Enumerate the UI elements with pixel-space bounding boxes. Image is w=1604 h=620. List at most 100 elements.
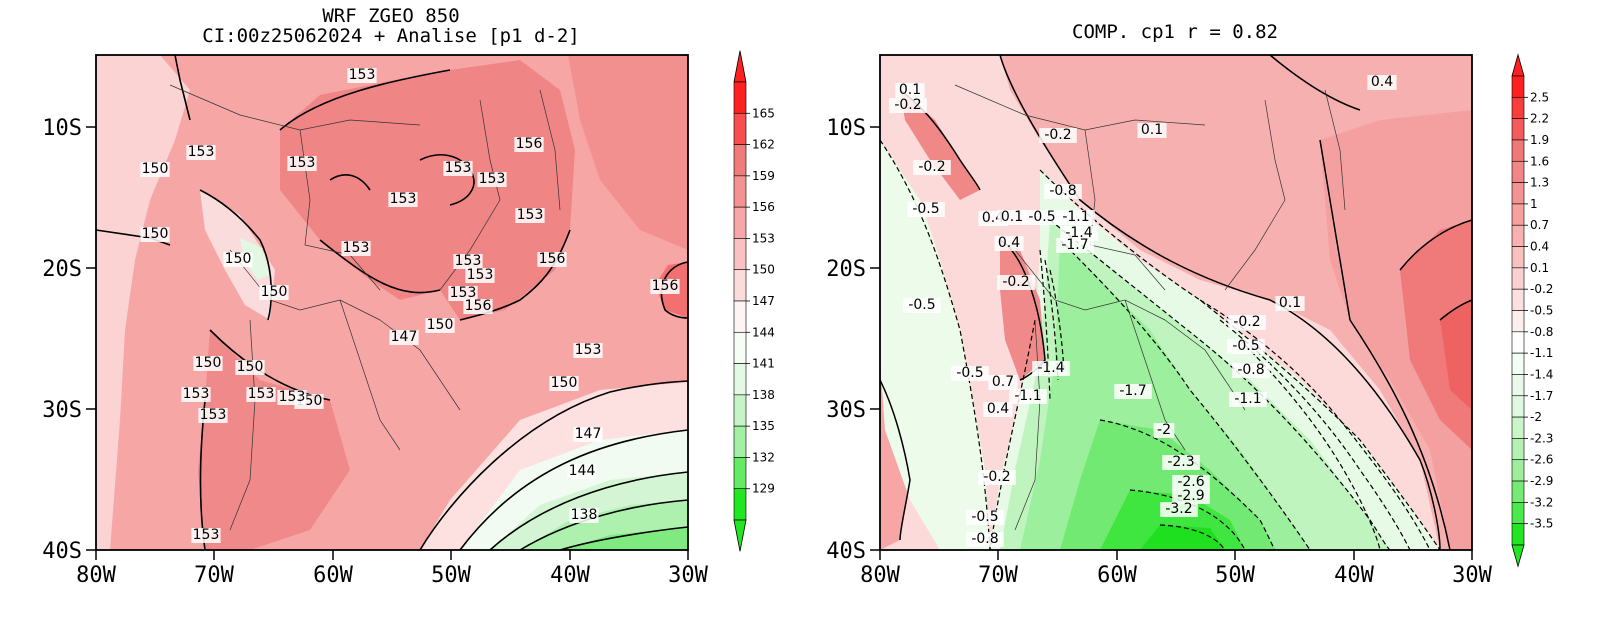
left-contour-label: 153 (517, 207, 544, 223)
right-colorbar-label: 0.4 (1530, 240, 1549, 254)
left-contour-label: 153 (390, 191, 417, 207)
left-contour-label: 153 (445, 160, 472, 176)
right-xtick-80w: 80W (860, 563, 900, 588)
right-colorbar-label: -3.2 (1530, 495, 1553, 509)
right-xtick-70w: 70W (978, 563, 1018, 588)
left-colorbar-label: 129 (752, 482, 775, 496)
left-ytick-10s: 10S (42, 116, 82, 141)
left-contour-label: 153 (343, 240, 370, 256)
left-xtick-60w: 60W (313, 563, 353, 588)
left-contour-label: 153 (279, 389, 306, 405)
right-xtick-60w: 60W (1097, 563, 1137, 588)
right-contour-label: -0.5 (1232, 338, 1259, 354)
right-contour-label: -0.2 (894, 97, 921, 113)
right-colorbar-label: 1.6 (1530, 154, 1549, 168)
left-contour-label: 150 (225, 251, 252, 267)
left-ytick-30s: 30S (42, 398, 82, 423)
left-contour-label: 153 (200, 407, 227, 423)
right-contour-label: -0.5 (1028, 209, 1055, 225)
right-colorbar-label: -0.8 (1530, 325, 1553, 339)
right-contour-label: -0.8 (971, 531, 998, 547)
right-contour-label: -1.7 (1061, 237, 1088, 253)
left-colorbar-label: 141 (752, 357, 775, 371)
right-colorbar-label: -2 (1530, 410, 1542, 424)
right-colorbar-label: -2.6 (1530, 453, 1553, 467)
right-contour-label: -0.5 (971, 509, 998, 525)
left-contour-label: 153 (349, 67, 376, 83)
left-contour-label: 153 (193, 527, 220, 543)
right-xtick-50w: 50W (1215, 563, 1255, 588)
right-contour-label: 0.4 (987, 401, 1009, 417)
left-map-field (95, 54, 689, 551)
left-contour-label: 153 (248, 386, 275, 402)
left-contour-label: 156 (652, 278, 679, 294)
right-colorbar-label: 1.9 (1530, 133, 1549, 147)
left-contour-label: 150 (427, 317, 454, 333)
left-contour-label: 150 (195, 355, 222, 371)
right-colorbar-label: -3.5 (1530, 517, 1553, 531)
right-contour-label: -0.8 (1237, 362, 1264, 378)
right-contour-label: -1.1 (1062, 209, 1089, 225)
left-contour-label: 153 (467, 267, 494, 283)
left-contour-label: 156 (539, 251, 566, 267)
right-colorbar-label: 0.7 (1530, 218, 1549, 232)
left-colorbar-label: 144 (752, 325, 775, 339)
left-colorbar-label: 138 (752, 388, 775, 402)
right-contour-label: 0.1 (1279, 295, 1301, 311)
right-contour-label: 0.1 (1141, 122, 1163, 138)
left-colorbar-label: 132 (752, 450, 775, 464)
left-title-line1: WRF ZGEO 850 (322, 5, 459, 27)
right-ytick-30s: 30S (826, 398, 866, 423)
right-contour-label: -1.1 (1234, 391, 1261, 407)
left-contour-label: 147 (575, 426, 602, 442)
right-contour-label: -0.2 (1233, 314, 1260, 330)
left-xtick-30w: 30W (668, 563, 708, 588)
left-contour-label: 144 (569, 463, 596, 479)
left-contour-label: 150 (237, 359, 264, 375)
right-title: COMP. cp1 r = 0.82 (1072, 21, 1278, 43)
right-xtick-40w: 40W (1334, 563, 1374, 588)
right-colorbar-label: -1.1 (1530, 346, 1553, 360)
left-xtick-50w: 50W (431, 563, 471, 588)
right-contour-label: -2.3 (1167, 454, 1194, 470)
right-contour-label: 0.1 (899, 82, 921, 98)
left-contour-label: 153 (455, 253, 482, 269)
left-contour-label: 153 (575, 342, 602, 358)
right-colorbar-label: -2.3 (1530, 431, 1553, 445)
left-contour-label: 150 (142, 161, 169, 177)
right-contour-label: 0.4 (998, 235, 1020, 251)
left-xtick-70w: 70W (194, 563, 234, 588)
left-contour-label: 150 (551, 375, 578, 391)
left-contour-label: 150 (261, 284, 288, 300)
right-contour-label: -0.2 (918, 159, 945, 175)
left-colorbar-label: 156 (752, 200, 775, 214)
left-colorbar-label: 150 (752, 263, 775, 277)
right-contour-label: -0.5 (912, 201, 939, 217)
left-contour-label: 153 (450, 285, 477, 301)
left-xtick-40w: 40W (550, 563, 590, 588)
right-colorbar-label: -0.2 (1530, 282, 1553, 296)
right-xtick-30w: 30W (1452, 563, 1492, 588)
right-colorbar-label: 0.1 (1530, 261, 1549, 275)
right-colorbar-label: 1.3 (1530, 176, 1549, 190)
left-colorbar-label: 135 (752, 419, 775, 433)
right-contour-label: -1.4 (1065, 225, 1092, 241)
left-ytick-20s: 20S (42, 257, 82, 282)
right-contour-label: -0.2 (1044, 127, 1071, 143)
right-colorbar-label: -1.4 (1530, 367, 1553, 381)
right-contour-label: 0.7 (992, 374, 1014, 390)
right-contour-label: -2.6 (1177, 474, 1204, 490)
left-contour-label: 150 (142, 226, 169, 242)
left-contour-label: 147 (391, 329, 418, 345)
left-colorbar-label: 162 (752, 138, 775, 152)
left-colorbar-label: 165 (752, 106, 775, 120)
right-contour-label: 0.4 (1371, 74, 1393, 90)
left-contour-label: 153 (183, 386, 210, 402)
right-contour-label: -2.9 (1177, 488, 1204, 504)
left-colorbar: 165 162 159 156 153 150 147 144 141 138 135 132 129 (733, 50, 775, 552)
left-panel: WRF ZGEO 850 CI:00z25062024 + Analise [p… (42, 5, 775, 588)
right-contour-label: -2 (1157, 422, 1171, 438)
right-contour-label: -0.5 (908, 297, 935, 313)
left-contour-label: 153 (188, 144, 215, 160)
